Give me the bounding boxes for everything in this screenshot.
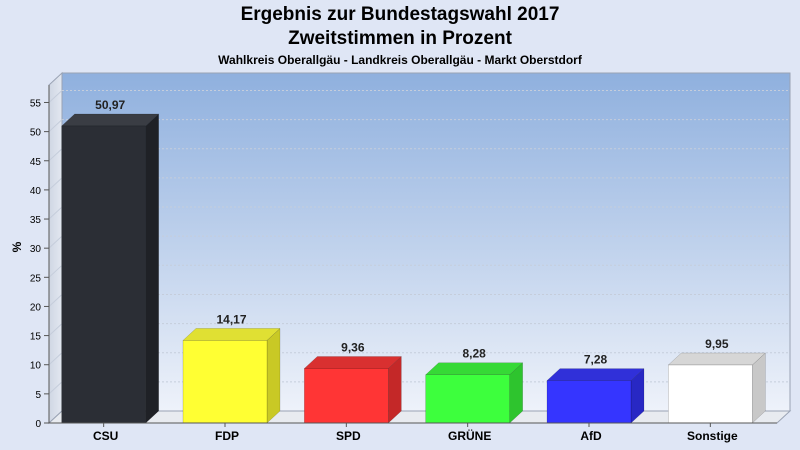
- gridline-side: [48, 264, 63, 278]
- x-tick-label: FDP: [215, 429, 239, 443]
- x-tick-label: CSU: [93, 429, 118, 443]
- gridline-side: [48, 294, 63, 307]
- y-tick-label: 40: [30, 186, 42, 197]
- gridline-side: [48, 90, 63, 103]
- bar-front: [61, 125, 146, 424]
- bar-value-label: 50,97: [95, 98, 125, 112]
- bar-top: [667, 352, 766, 366]
- y-tick-label: 30: [30, 244, 42, 255]
- gridline-side: [48, 235, 63, 249]
- bar-value-label: 7,28: [584, 353, 608, 367]
- chart-subtitle: Zweitstimmen in Prozent: [288, 28, 512, 49]
- x-tick-label: SPD: [336, 429, 361, 443]
- bar-side: [266, 327, 281, 424]
- bar-front: [546, 380, 632, 424]
- bar-value-label: 14,17: [216, 312, 246, 326]
- bar-value-label: 9,36: [341, 340, 365, 354]
- chart-title: Ergebnis zur Bundestagswahl 2017: [240, 4, 560, 25]
- gridline-side: [48, 352, 63, 366]
- bar-csu: 50,97: [61, 98, 160, 424]
- gridline-side: [48, 381, 63, 395]
- bar-spd: 9,36: [303, 340, 402, 424]
- x-tick-label: GRÜNE: [448, 428, 491, 443]
- bar-value-label: 9,95: [705, 337, 729, 351]
- y-tick-label: 25: [30, 273, 42, 284]
- bar-fdp: 14,17: [182, 312, 281, 424]
- y-tick-label: 50: [30, 128, 42, 139]
- y-tick-label: 45: [30, 157, 42, 168]
- bar-top: [546, 368, 645, 381]
- bar-top: [303, 356, 402, 369]
- y-tick-label: 15: [30, 332, 42, 343]
- bar-front: [182, 340, 268, 424]
- y-tick-label: 10: [30, 361, 42, 372]
- y-tick-label: 35: [30, 215, 42, 226]
- bar-front: [304, 368, 389, 424]
- bar-afd: 7,28: [546, 353, 645, 424]
- bar-side: [145, 113, 159, 424]
- x-tick-label: AfD: [580, 429, 602, 443]
- bar-sonstige: 9,95: [667, 337, 766, 424]
- bar-front: [425, 374, 510, 424]
- gridline-side: [48, 177, 63, 191]
- y-tick-label: 20: [30, 302, 42, 313]
- gridline-side: [48, 119, 63, 132]
- y-tick-label: 0: [35, 419, 41, 430]
- gridline-side: [48, 206, 63, 220]
- bar-top: [425, 362, 524, 375]
- bar-top: [61, 113, 160, 127]
- bar-top: [182, 328, 281, 341]
- gridline-side: [48, 323, 63, 336]
- x-tick-label: Sonstige: [687, 429, 738, 443]
- chart-caption: Wahlkreis Oberallgäu - Landkreis Oberall…: [218, 53, 582, 67]
- bar-value-label: 8,28: [462, 347, 486, 361]
- bar-front: [668, 364, 753, 424]
- gridline-side: [48, 148, 63, 162]
- y-tick-label: 55: [30, 98, 42, 109]
- bar-grüne: 8,28: [425, 347, 524, 424]
- y-axis-label: %: [10, 241, 24, 252]
- y-tick-label: 5: [35, 390, 41, 401]
